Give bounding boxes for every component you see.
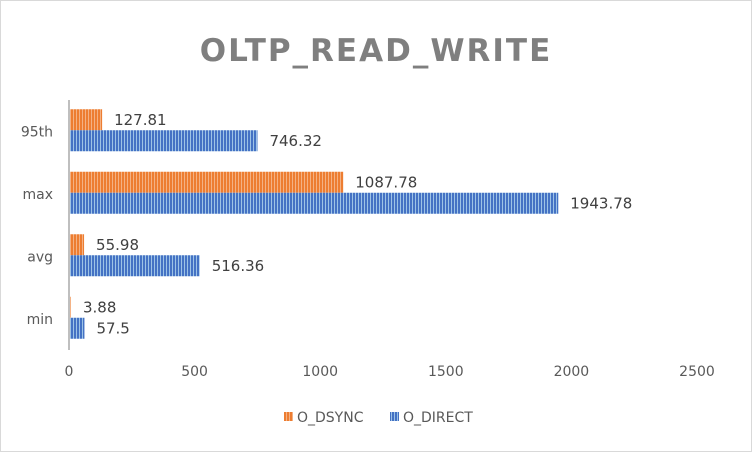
legend: O_DSYNC O_DIRECT [284, 410, 473, 426]
bar-o-direct [70, 255, 200, 277]
bar-o-dsync [70, 109, 103, 131]
data-label: 3.88 [83, 298, 116, 316]
data-label: 1087.78 [355, 173, 417, 191]
bar-o-dsync [70, 234, 85, 256]
bar-o-dsync [70, 171, 344, 193]
data-label: 57.5 [96, 319, 129, 337]
category-label: min [27, 312, 53, 328]
data-label: 516.36 [212, 257, 265, 275]
data-label: 746.32 [269, 132, 322, 150]
data-label: 127.81 [114, 111, 166, 129]
bar-o-direct [70, 317, 85, 339]
bar-o-direct [70, 130, 258, 152]
data-label: 55.98 [96, 236, 139, 254]
category-label: 95th [21, 124, 53, 140]
x-tick-label: 0 [65, 364, 74, 380]
legend-label: O_DIRECT [403, 410, 473, 426]
bar-o-direct [70, 192, 559, 214]
chart-title: OLTP_READ_WRITE [200, 33, 553, 69]
x-tick-label: 2000 [554, 364, 590, 380]
category-label: max [22, 187, 53, 203]
x-tick-label: 1000 [302, 364, 338, 380]
x-tick-label: 2500 [679, 364, 715, 380]
bar-o-dsync [70, 296, 71, 318]
legend-swatch [284, 412, 293, 421]
category-label: avg [27, 249, 53, 265]
data-label: 1943.78 [570, 194, 632, 212]
legend-label: O_DSYNC [297, 410, 364, 426]
plot-area: 95th 127.81 746.32 max 1087.78 1943.78 avg 55.9… [21, 100, 715, 380]
legend-swatch [390, 412, 399, 421]
x-tick-label: 500 [181, 364, 208, 380]
x-tick-label: 1500 [428, 364, 464, 380]
